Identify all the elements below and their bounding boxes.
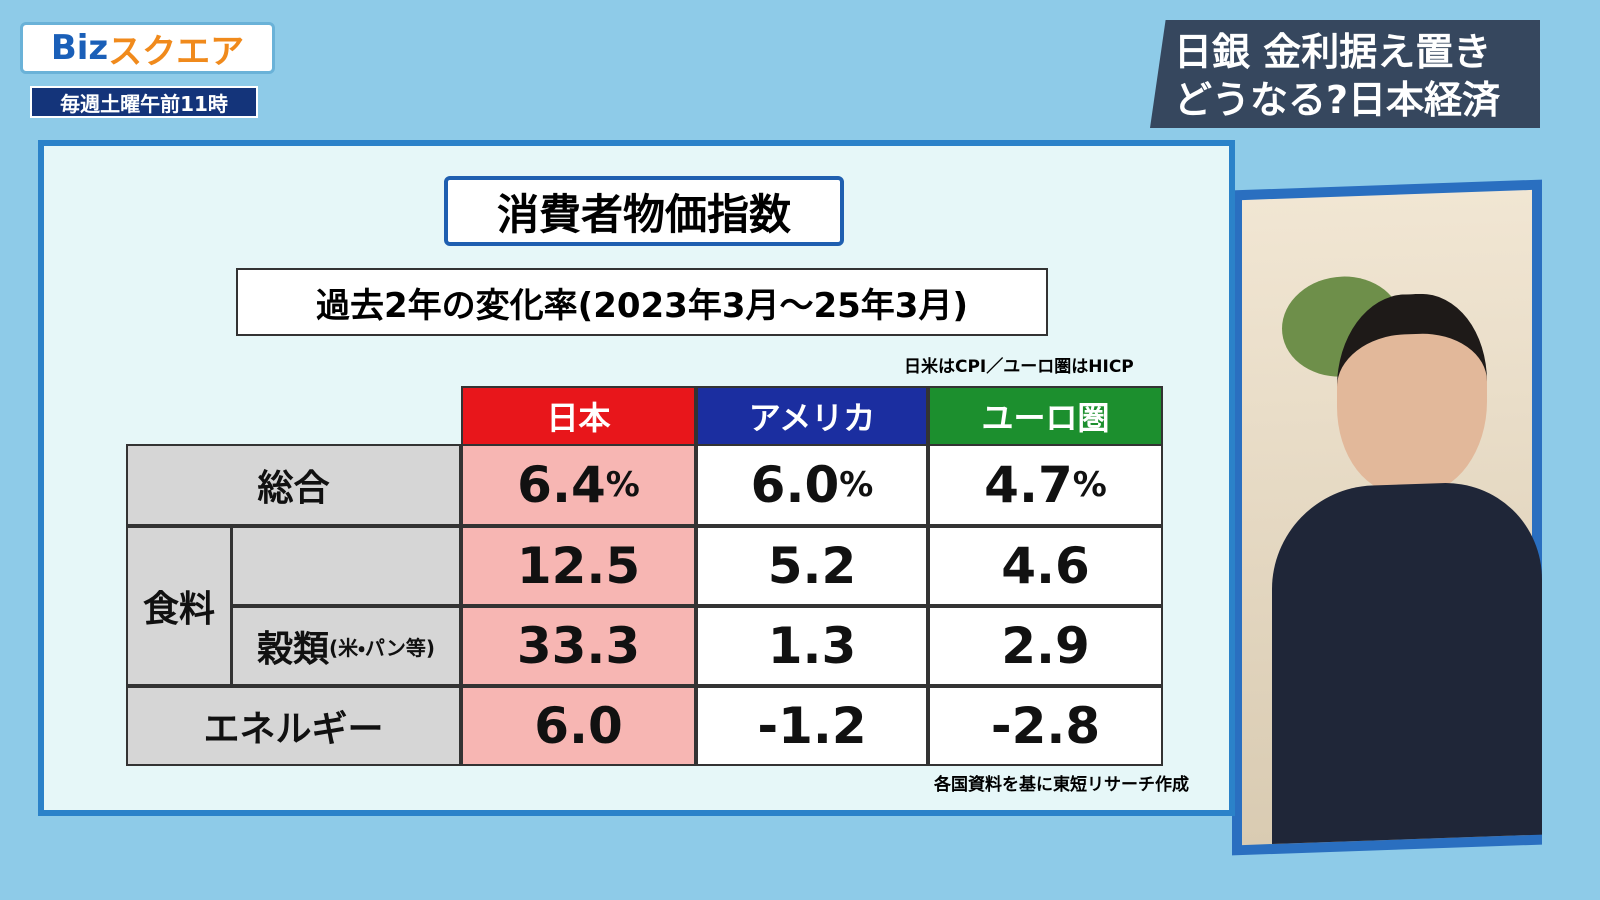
value-cell: 2.9 bbox=[928, 606, 1163, 686]
value: 4.6 bbox=[1001, 537, 1090, 595]
value-cell: 33.3 bbox=[461, 606, 696, 686]
row-label: 総合 bbox=[257, 468, 330, 509]
column-header: アメリカ bbox=[696, 386, 928, 446]
value: -1.2 bbox=[757, 697, 867, 755]
value-cell: 6.0 bbox=[461, 686, 696, 766]
value-cell: -1.2 bbox=[696, 686, 928, 766]
blank bbox=[231, 526, 461, 606]
value: 2.9 bbox=[1001, 617, 1090, 675]
panel-title: 消費者物価指数 bbox=[444, 176, 844, 246]
value-cell: 1.3 bbox=[696, 606, 928, 686]
value-cell: 4.7% bbox=[928, 444, 1163, 526]
value: 5.2 bbox=[767, 537, 857, 595]
unit: % bbox=[839, 465, 874, 505]
value-cell: -2.8 bbox=[928, 686, 1163, 766]
value: -2.8 bbox=[990, 697, 1101, 755]
value-cell: 4.6 bbox=[928, 526, 1163, 606]
unit: % bbox=[1072, 465, 1107, 505]
video bbox=[1242, 189, 1542, 846]
value-cell: 6.4% bbox=[461, 444, 696, 526]
row-sublabel: (米・パン等) bbox=[328, 635, 436, 660]
header-text: ユーロ圏 bbox=[981, 399, 1110, 437]
logo-text: スクエア bbox=[108, 31, 245, 72]
row-label: エネルギー bbox=[203, 709, 384, 750]
logo: Biz スクエア bbox=[20, 22, 275, 74]
panel: 消費者物価指数 過去2年の変化率(2023年3月～25年3月) 日米はCPI／ユ… bbox=[38, 140, 1235, 816]
source: 各国資料を基に東短リサーチ作成 bbox=[934, 775, 1189, 795]
value: 12.5 bbox=[516, 537, 641, 595]
value-cell: 6.0% bbox=[696, 444, 928, 526]
headline-line: どうなる?日本経済 bbox=[1174, 78, 1501, 122]
headline-line: 日銀 金利据え置き bbox=[1174, 30, 1492, 74]
column-header: ユーロ圏 bbox=[928, 386, 1163, 446]
value: 6.4 bbox=[517, 456, 606, 514]
row-group: 食料 bbox=[126, 526, 232, 686]
person-body bbox=[1272, 479, 1542, 845]
note: 日米はCPI／ユーロ圏はHICP bbox=[904, 357, 1134, 377]
row-label: 食料 bbox=[142, 589, 215, 630]
row-label: 総合 bbox=[126, 444, 461, 526]
row-label: 穀類 (米・パン等) bbox=[231, 606, 461, 686]
video-frame bbox=[1232, 179, 1542, 856]
header-text: 日本 bbox=[546, 399, 611, 437]
logo-text: Biz bbox=[50, 28, 109, 68]
unit: % bbox=[605, 465, 640, 505]
value: 4.7 bbox=[984, 456, 1073, 514]
headline: 日銀 金利据え置き どうなる?日本経済 bbox=[1150, 20, 1540, 128]
value: 6.0 bbox=[750, 456, 840, 514]
row-label: エネルギー bbox=[126, 686, 461, 766]
row-label: 穀類 bbox=[256, 629, 329, 670]
column-header: 日本 bbox=[461, 386, 696, 446]
value-cell: 5.2 bbox=[696, 526, 928, 606]
header-text: アメリカ bbox=[748, 399, 876, 437]
panel-subtitle: 過去2年の変化率(2023年3月～25年3月) bbox=[236, 268, 1048, 336]
schedule: 毎週土曜午前11時 bbox=[30, 86, 258, 118]
value: 6.0 bbox=[534, 697, 623, 755]
person-head bbox=[1337, 291, 1487, 497]
value: 33.3 bbox=[516, 617, 641, 675]
value-cell: 12.5 bbox=[461, 526, 696, 606]
value: 1.3 bbox=[767, 617, 857, 675]
